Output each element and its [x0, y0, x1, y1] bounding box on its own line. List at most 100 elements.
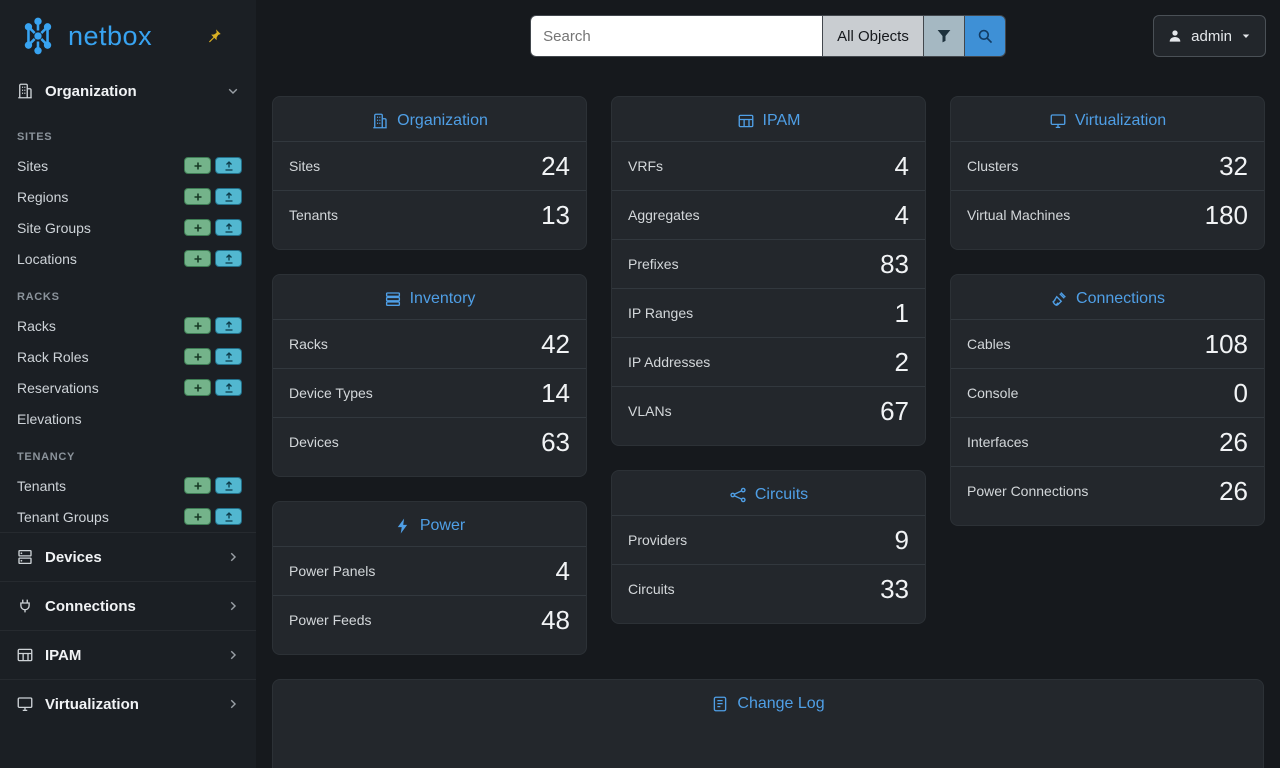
add-regions-button[interactable] [184, 188, 211, 205]
stat-value-link[interactable]: 33 [880, 573, 909, 604]
netbox-logo[interactable]: netbox [16, 14, 152, 58]
stat-value-link[interactable]: 4 [894, 150, 909, 181]
import-tenants-button[interactable] [215, 477, 242, 494]
stat-label-link[interactable]: Interfaces [967, 434, 1029, 450]
stat-label-link[interactable]: Tenants [289, 207, 339, 223]
add-sites-button[interactable] [184, 157, 211, 174]
import-locations-button[interactable] [215, 250, 242, 267]
stat-label-link[interactable]: Power Feeds [289, 612, 372, 628]
stat-label-link[interactable]: IP Ranges [628, 305, 694, 321]
stat-value-link[interactable]: 4 [555, 555, 570, 586]
sidebar-link-sites[interactable]: Sites [17, 157, 49, 174]
stat-label-link[interactable]: Device Types [289, 385, 373, 401]
stat-label-link[interactable]: VLANs [628, 403, 672, 419]
card-title-link[interactable]: Organization [397, 112, 488, 129]
sidebar-link-racks[interactable]: Racks [17, 317, 56, 334]
stat-label-link[interactable]: Circuits [628, 581, 675, 597]
card-title-link[interactable]: Virtualization [1074, 112, 1167, 129]
add-locations-button[interactable] [184, 250, 211, 267]
import-racks-button[interactable] [215, 317, 242, 334]
stat-label-link[interactable]: Cables [967, 336, 1011, 352]
card-title-link[interactable]: Power [419, 517, 466, 534]
stat-label-link[interactable]: Devices [289, 434, 339, 450]
stat-label-link[interactable]: Providers [628, 532, 688, 548]
stat-value-link[interactable]: 14 [541, 377, 570, 408]
stat-value-link[interactable]: 63 [541, 426, 570, 457]
card-title-link[interactable]: Inventory [409, 290, 476, 307]
user-menu-button[interactable]: admin [1153, 15, 1266, 57]
stat-label-link[interactable]: IP Addresses [628, 354, 711, 370]
add-rack-roles-button[interactable] [184, 348, 211, 365]
stat-value-link[interactable]: 108 [1204, 328, 1248, 359]
stat-value-link[interactable]: 9 [894, 524, 909, 555]
add-tenants-button[interactable] [184, 477, 211, 494]
card-title-link[interactable]: Circuits [754, 486, 809, 503]
stat-label-link[interactable]: VRFs [628, 158, 663, 174]
stat-value-link[interactable]: 83 [880, 248, 909, 279]
import-tenant-groups-button[interactable] [215, 508, 242, 525]
stat-value-link[interactable]: 0 [1233, 377, 1248, 408]
stat-value-link[interactable]: 26 [1219, 475, 1248, 506]
stat-value-link[interactable]: 24 [541, 150, 570, 181]
stat-label-link[interactable]: Virtual Machines [967, 207, 1071, 223]
import-regions-button[interactable] [215, 188, 242, 205]
sidebar-link-site-groups[interactable]: Site Groups [17, 219, 91, 236]
object-type-dropdown[interactable]: All Objects [822, 15, 924, 57]
stat-value-link[interactable]: 4 [894, 199, 909, 230]
card-header: Power [273, 502, 586, 546]
chevron-down-icon [226, 84, 240, 98]
stat-value-link[interactable]: 42 [541, 328, 570, 359]
sidebar-link-tenants[interactable]: Tenants [17, 477, 67, 494]
import-site-groups-button[interactable] [215, 219, 242, 236]
add-reservations-button[interactable] [184, 379, 211, 396]
import-reservations-button[interactable] [215, 379, 242, 396]
stat-label-link[interactable]: Prefixes [628, 256, 679, 272]
card-title-link[interactable]: Connections [1076, 290, 1165, 307]
stat-label-link[interactable]: Aggregates [628, 207, 700, 223]
pin-sidebar-button[interactable] [204, 26, 224, 46]
sidebar-link-reservations[interactable]: Reservations [17, 379, 99, 396]
card-title-link[interactable]: IPAM [762, 112, 801, 129]
stat-label-link[interactable]: Console [967, 385, 1019, 401]
stat-label-link[interactable]: Power Connections [967, 483, 1089, 499]
sidebar-link-rack-roles[interactable]: Rack Roles [17, 348, 89, 365]
sidebar-item-virtualization[interactable]: Virtualization [0, 679, 256, 728]
stat-value-link[interactable]: 1 [894, 297, 909, 328]
stat-label-link[interactable]: Power Panels [289, 563, 376, 579]
stat-value-link[interactable]: 67 [880, 395, 909, 426]
stat-value-link[interactable]: 13 [541, 199, 570, 230]
filter-button[interactable] [923, 15, 965, 57]
sidebar-item-devices[interactable]: Devices [0, 532, 256, 581]
search-button[interactable] [964, 15, 1006, 57]
stat-value-link[interactable]: 48 [541, 604, 570, 635]
upload-icon [225, 511, 232, 522]
sidebar-item-ipam[interactable]: IPAM [0, 630, 256, 679]
card-header: Connections [951, 275, 1264, 319]
dashboard-column-3: Virtualization Clusters 32 Virtual Machi… [950, 96, 1265, 655]
import-sites-button[interactable] [215, 157, 242, 174]
search-input[interactable] [530, 15, 823, 57]
sidebar-link-tenant-groups[interactable]: Tenant Groups [17, 508, 109, 525]
sidebar-link-elevations[interactable]: Elevations [17, 410, 82, 427]
stat-value-link[interactable]: 2 [894, 346, 909, 377]
sidebar-link-locations[interactable]: Locations [17, 250, 77, 267]
stat-label-link[interactable]: Racks [289, 336, 328, 352]
sidebar-item-organization[interactable]: Organization [0, 68, 256, 114]
sidebar-link-regions[interactable]: Regions [17, 188, 69, 205]
stat-value-link[interactable]: 32 [1219, 150, 1248, 181]
card-title-link[interactable]: Change Log [737, 695, 825, 712]
stat-label-link[interactable]: Sites [289, 158, 321, 174]
ip-grid-icon [17, 648, 33, 662]
stat-value-link[interactable]: 26 [1219, 426, 1248, 457]
card-header: Inventory [273, 275, 586, 319]
stat-row: VRFs 4 [612, 141, 925, 190]
username: admin [1191, 27, 1232, 45]
funnel-icon [937, 30, 951, 43]
add-racks-button[interactable] [184, 317, 211, 334]
import-rack-roles-button[interactable] [215, 348, 242, 365]
add-tenant-groups-button[interactable] [184, 508, 211, 525]
stat-label-link[interactable]: Clusters [967, 158, 1019, 174]
sidebar-item-connections[interactable]: Connections [0, 581, 256, 630]
stat-value-link[interactable]: 180 [1204, 199, 1248, 230]
add-site-groups-button[interactable] [184, 219, 211, 236]
